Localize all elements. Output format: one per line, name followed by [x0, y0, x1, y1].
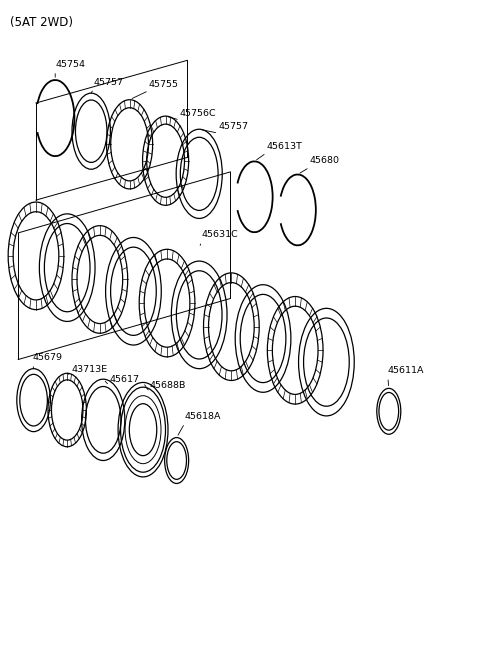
Text: 45631C: 45631C [202, 230, 239, 239]
Text: 45757: 45757 [94, 77, 124, 87]
Text: 45756C: 45756C [180, 109, 216, 118]
Text: 45611A: 45611A [388, 366, 424, 375]
Text: 43713E: 43713E [71, 365, 107, 374]
Text: 45679: 45679 [33, 353, 62, 362]
Text: 45618A: 45618A [185, 412, 221, 421]
Text: 45613T: 45613T [266, 142, 302, 151]
Text: 45754: 45754 [55, 60, 85, 69]
Text: (5AT 2WD): (5AT 2WD) [10, 16, 72, 30]
Text: 45688B: 45688B [150, 381, 186, 390]
Text: 45680: 45680 [310, 156, 340, 165]
Text: 45757: 45757 [218, 122, 249, 131]
Text: 45755: 45755 [149, 79, 179, 89]
Text: 45617: 45617 [109, 375, 139, 384]
